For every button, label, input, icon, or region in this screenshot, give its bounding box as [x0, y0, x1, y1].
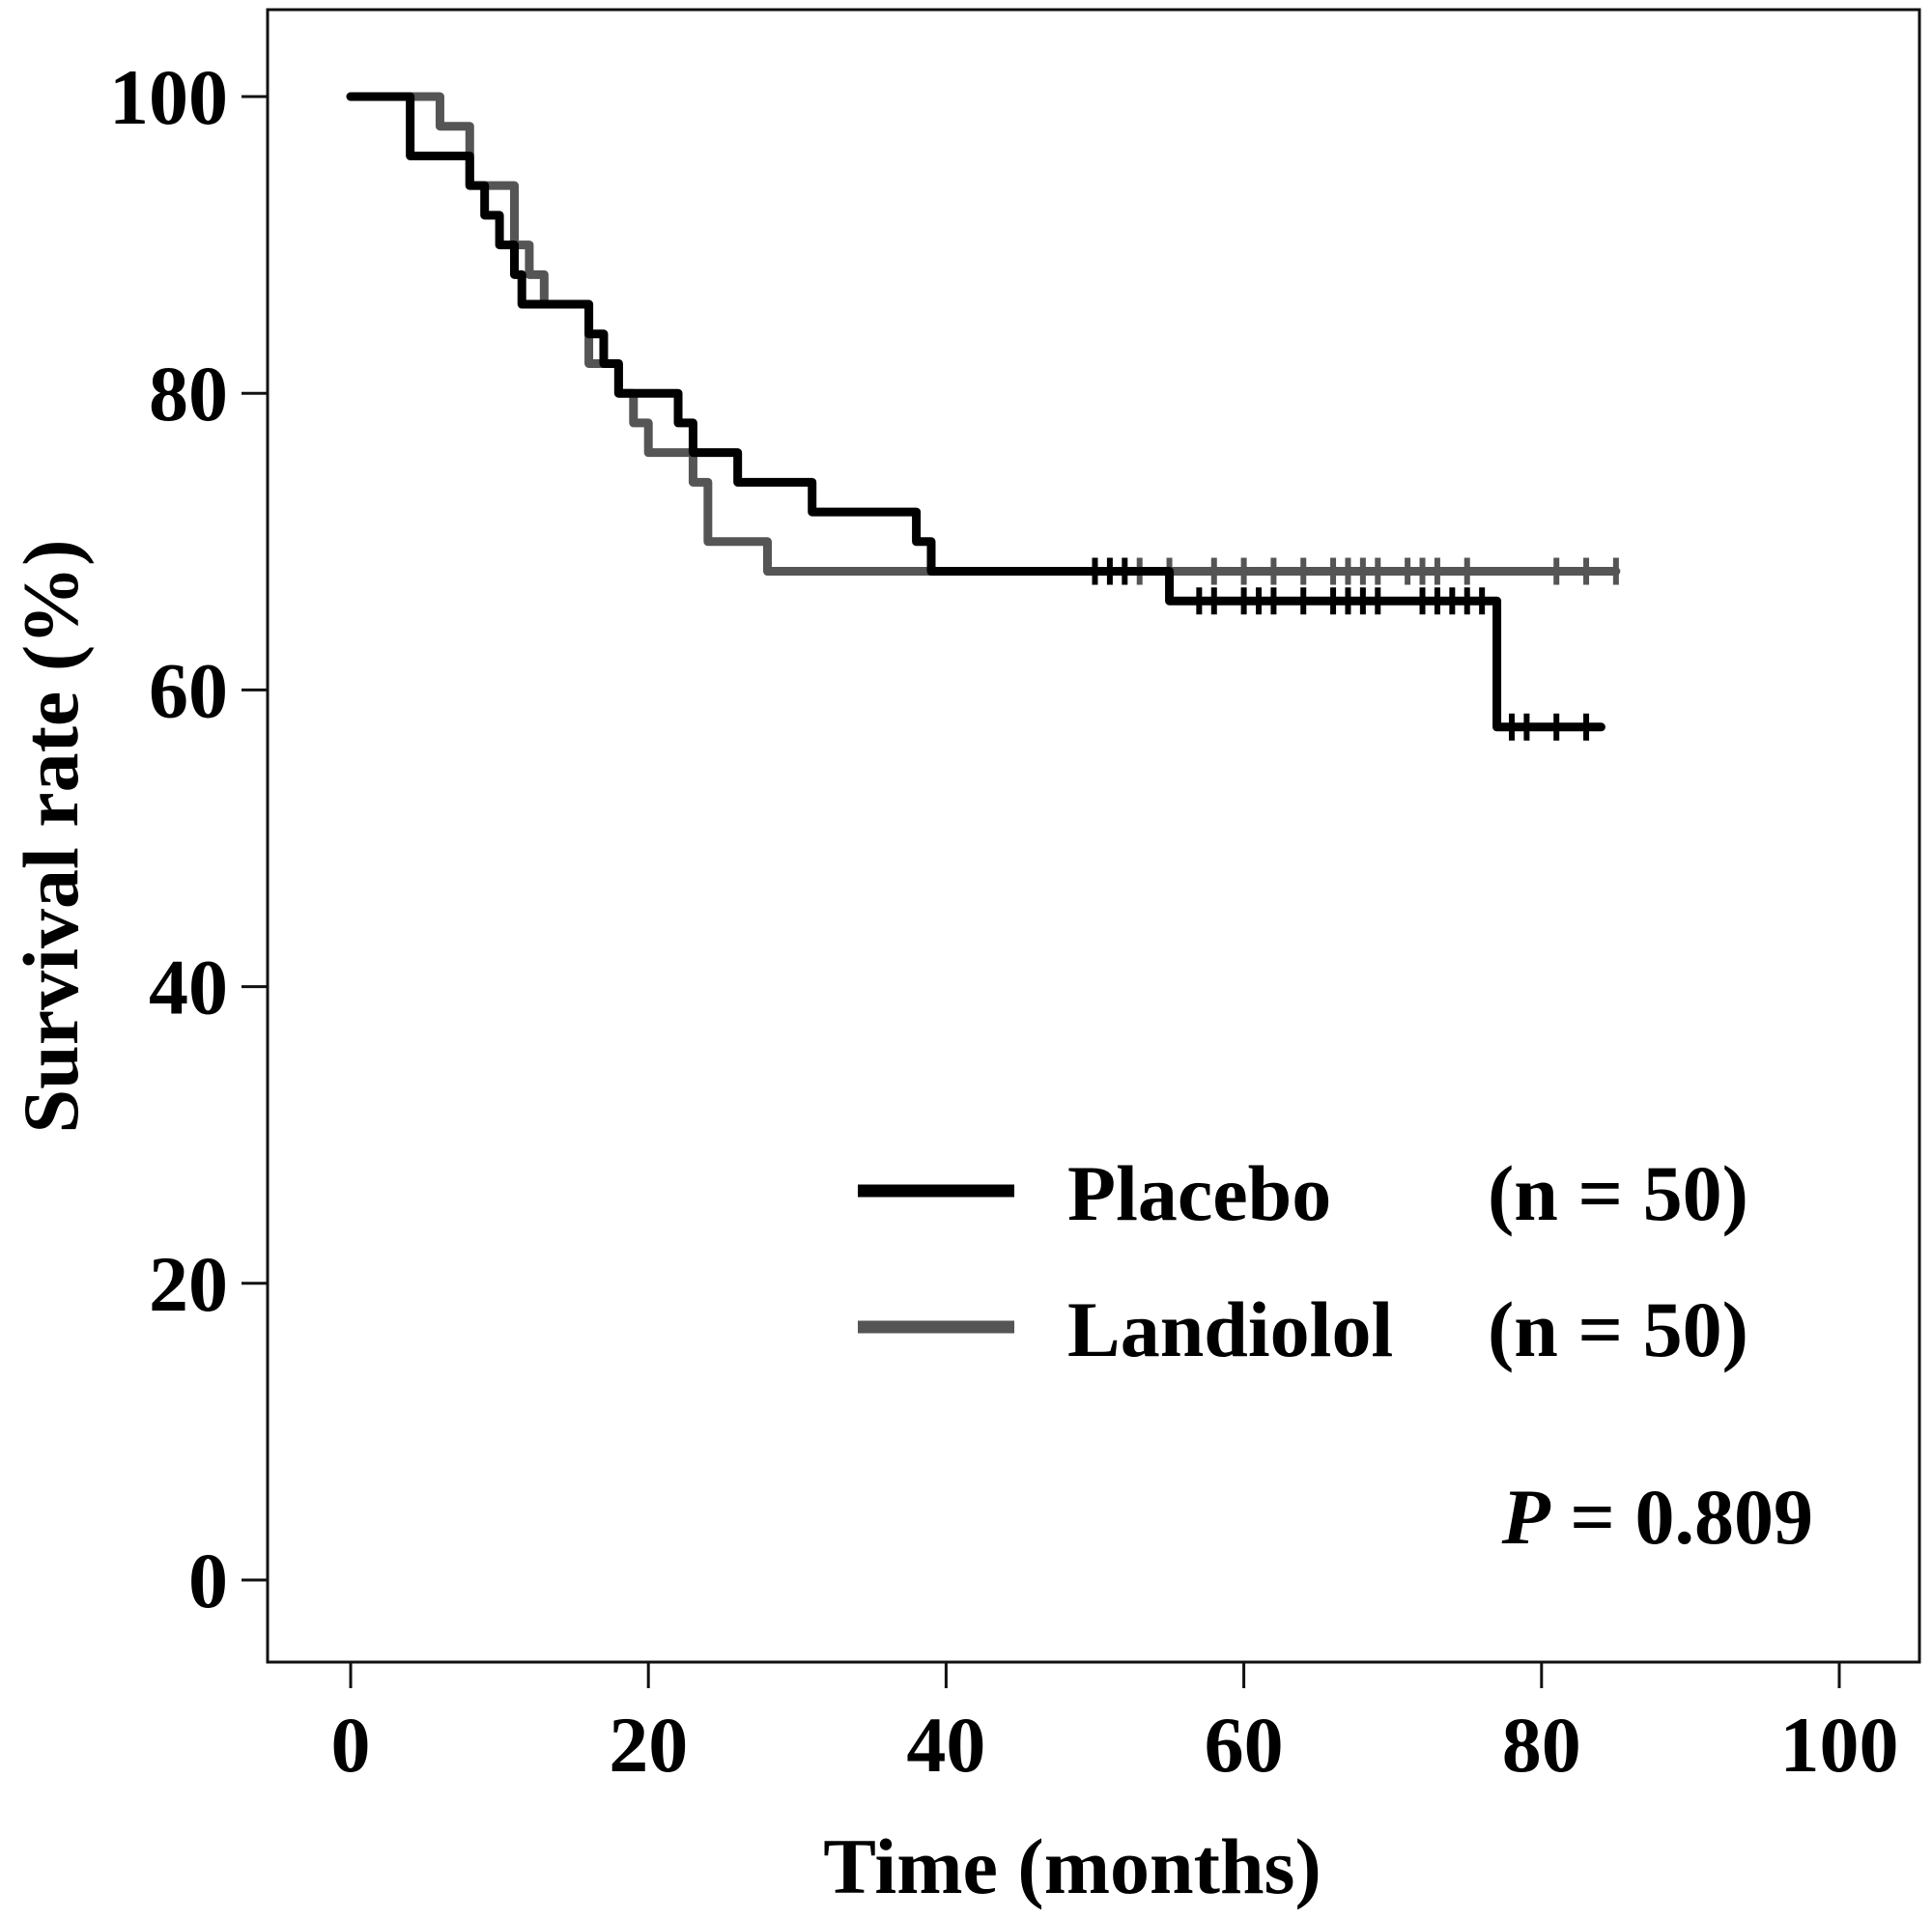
curve-placebo: [346, 92, 1605, 732]
y-axis: 0 20 40 60 80 100: [109, 53, 268, 1624]
legend-label-landiolol: Landiolol: [1067, 1285, 1393, 1373]
p-symbol: P: [1501, 1473, 1551, 1561]
plot-frame: [266, 8, 1921, 1664]
legend-n-placebo: (n = 50): [1488, 1149, 1748, 1237]
y-tick-label: 60: [149, 646, 228, 734]
curve-landiolol: [346, 92, 1621, 577]
curves: [346, 92, 1621, 741]
x-tick-label: 40: [906, 1701, 985, 1789]
x-axis: 0 20 40 60 80 100: [331, 1662, 1899, 1789]
legend: Placebo (n = 50) Landiolol (n = 50): [858, 1149, 1748, 1373]
x-tick-label: 80: [1502, 1701, 1581, 1789]
p-value: P = 0.809: [1501, 1473, 1813, 1561]
y-tick-label: 80: [149, 350, 228, 437]
y-tick-label: 100: [109, 53, 228, 141]
y-tick-label: 40: [149, 944, 228, 1031]
y-axis-label: Survival rate (%): [7, 540, 95, 1134]
legend-n-landiolol: (n = 50): [1488, 1285, 1748, 1373]
x-axis-label: Time (months): [823, 1822, 1321, 1910]
p-value-text: = 0.809: [1550, 1473, 1813, 1561]
x-tick-label: 100: [1780, 1701, 1899, 1789]
x-tick-label: 60: [1205, 1701, 1284, 1789]
y-tick-label: 0: [188, 1537, 228, 1624]
x-tick-label: 20: [609, 1701, 688, 1789]
x-tick-label: 0: [331, 1701, 371, 1789]
legend-label-placebo: Placebo: [1067, 1149, 1331, 1237]
y-tick-label: 20: [149, 1240, 228, 1328]
